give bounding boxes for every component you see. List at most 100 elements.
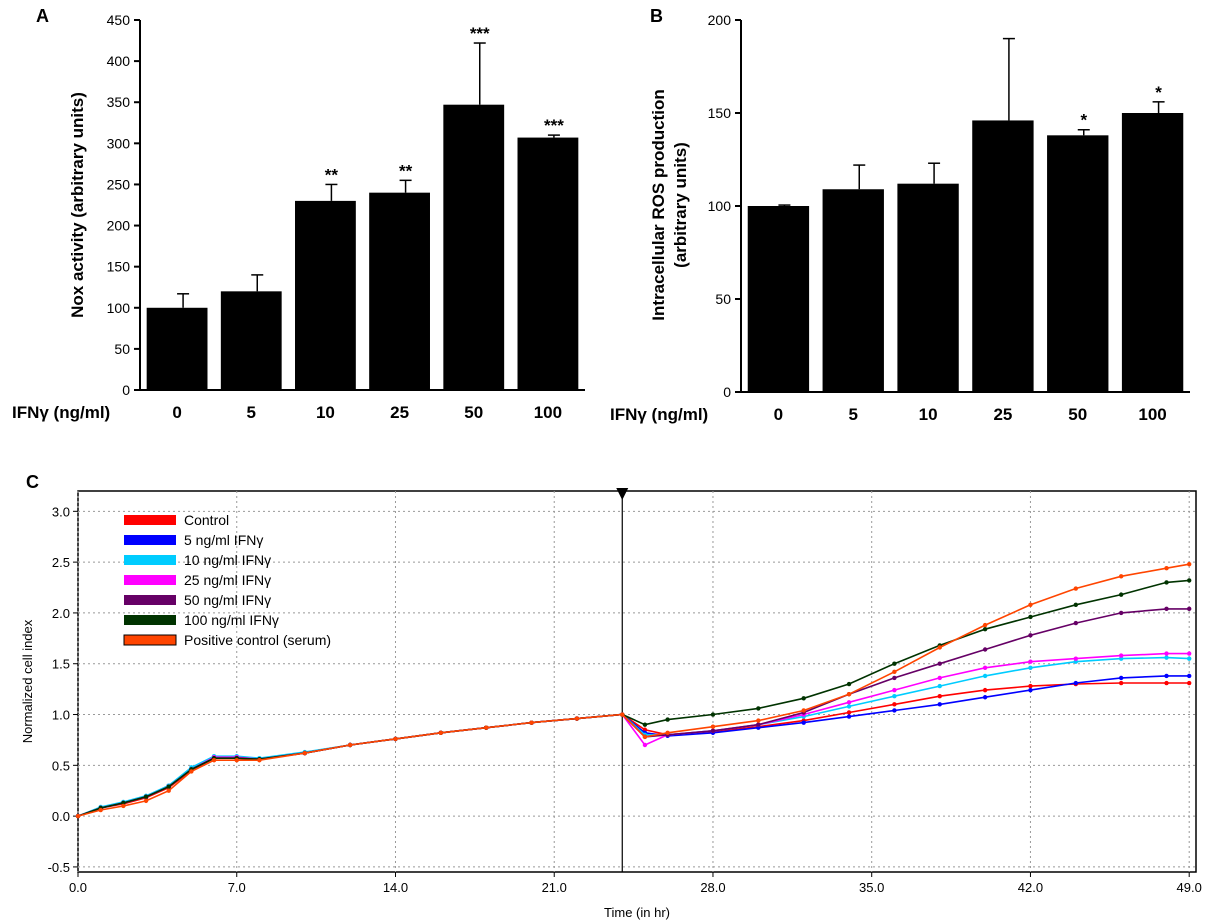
legend-label: 50 ng/ml IFNγ: [184, 592, 271, 608]
data-point: [801, 720, 806, 725]
data-point: [574, 716, 580, 721]
legend-swatch: [124, 535, 176, 545]
data-point: [1073, 680, 1079, 686]
data-point: [1186, 578, 1192, 583]
x-tick-label: 21.0: [542, 880, 567, 895]
data-point: [710, 728, 716, 733]
panel-label-a: A: [36, 6, 49, 26]
bar: [1121, 113, 1184, 392]
panel-label-c: C: [26, 472, 39, 492]
data-point: [234, 758, 239, 763]
data-point: [1186, 680, 1192, 686]
data-point: [189, 769, 194, 774]
data-point: [642, 722, 648, 727]
data-point: [211, 758, 217, 763]
data-point: [937, 675, 942, 681]
y-tick-label: 100: [107, 300, 131, 316]
data-point: [846, 710, 852, 715]
bar: [517, 137, 579, 390]
data-point: [1164, 580, 1169, 585]
data-point: [892, 687, 897, 693]
y-tick-label: 200: [708, 12, 732, 28]
data-point: [143, 794, 149, 800]
y-tick-label: 400: [107, 53, 131, 69]
legend-swatch: [124, 515, 176, 525]
y-tick-label: 2.5: [52, 555, 70, 570]
data-point: [665, 730, 670, 736]
data-point: [846, 714, 852, 719]
data-point: [982, 626, 988, 632]
chart-c-cell-index: 0.0 7.0 14.0 21.0 28.0 35.0 42.0 49.0 -0.5 0.0 0.5…: [20, 488, 1202, 920]
x-tick-label: 50: [464, 403, 483, 422]
x-tick-label: 7.0: [228, 880, 246, 895]
data-point: [892, 675, 897, 681]
data-point: [756, 718, 761, 723]
data-point: [982, 687, 988, 693]
data-point: [937, 645, 942, 650]
y-tick-label: 0: [122, 382, 130, 398]
data-point: [121, 803, 126, 809]
x-tick-label: 25: [390, 403, 409, 422]
data-point: [1186, 656, 1192, 661]
legend-label: 25 ng/ml IFNγ: [184, 572, 271, 588]
bar: [220, 291, 282, 390]
data-point: [257, 758, 262, 763]
legend-label: 100 ng/ml IFNγ: [184, 612, 279, 628]
data-point: [937, 683, 942, 689]
data-point: [892, 708, 897, 713]
data-point: [756, 706, 761, 711]
data-point: [1186, 561, 1192, 567]
significance-marker: ***: [470, 24, 490, 43]
data-point: [166, 784, 171, 789]
data-point: [1028, 614, 1033, 620]
y-tick-label: 300: [107, 135, 131, 151]
data-point: [1164, 673, 1169, 679]
x-axis-label: IFNγ (ng/ml): [12, 403, 110, 422]
y-tick-label: 50: [715, 291, 731, 307]
bar: [295, 200, 356, 390]
y-tick-label: 200: [107, 218, 131, 234]
data-point: [756, 722, 761, 727]
data-point: [121, 800, 126, 806]
significance-marker: *: [1155, 83, 1162, 102]
data-point: [1028, 665, 1033, 670]
data-point: [1186, 651, 1192, 656]
x-tick-label: 42.0: [1018, 880, 1043, 895]
legend-swatch: [124, 595, 176, 605]
data-point: [1164, 566, 1169, 571]
data-point: [1164, 606, 1169, 612]
data-point: [1164, 680, 1169, 686]
x-tick-label: 0.0: [69, 880, 87, 895]
data-point: [1028, 659, 1033, 664]
data-point: [1073, 659, 1079, 664]
y-axis-label-line-2: (arbitrary units): [671, 142, 690, 268]
bar: [146, 307, 208, 390]
x-tick-label: 49.0: [1177, 880, 1202, 895]
x-tick-label: 14.0: [383, 880, 408, 895]
x-axis-label: IFNγ (ng/ml): [610, 405, 708, 424]
bar: [822, 189, 884, 392]
y-tick-label: 1.5: [52, 657, 70, 672]
data-point: [1118, 592, 1124, 597]
bar: [897, 183, 959, 392]
y-tick-label: -0.5: [48, 860, 70, 875]
data-point: [302, 750, 307, 756]
y-tick-label: 0.0: [52, 809, 70, 824]
y-tick-label: 150: [107, 259, 131, 275]
data-point: [846, 700, 852, 705]
data-point: [982, 665, 988, 670]
data-point: [1028, 602, 1033, 607]
y-tick-label: 100: [708, 198, 732, 214]
bar: [1047, 135, 1109, 392]
y-tick-label: 0: [723, 384, 731, 400]
significance-marker: **: [399, 161, 413, 180]
data-point: [529, 720, 534, 725]
y-tick-label: 450: [107, 12, 131, 28]
data-point: [1073, 656, 1079, 661]
bar: [747, 206, 810, 392]
bar: [369, 192, 430, 390]
legend-swatch: [124, 615, 176, 625]
y-tick-label: 2.0: [52, 606, 70, 621]
y-tick-label: 3.0: [52, 504, 70, 519]
